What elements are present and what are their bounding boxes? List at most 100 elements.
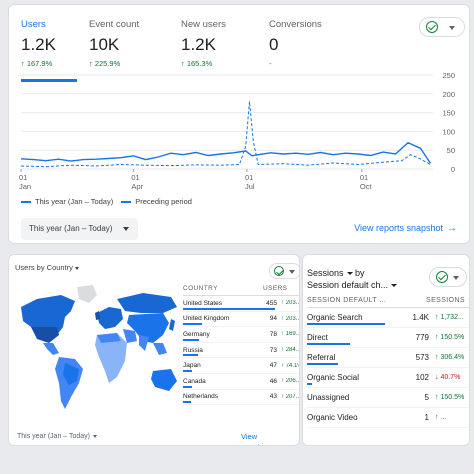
metric-delta: ↑ 225.9% bbox=[89, 59, 121, 68]
country-row[interactable]: United Kingdom 94 ↑ 203... bbox=[183, 312, 299, 328]
world-map[interactable] bbox=[13, 277, 181, 425]
y-tick-label: 100 bbox=[442, 127, 455, 136]
channel-name: Direct bbox=[307, 333, 328, 342]
country-users: 94 bbox=[269, 315, 277, 323]
view-reports-snapshot-link[interactable]: View reports snapshot → bbox=[354, 223, 457, 234]
country-users: 78 bbox=[269, 330, 277, 338]
metric-tab-new-users[interactable]: New users 1.2K ↑ 165.3% bbox=[181, 19, 261, 68]
x-tick-day: 01 bbox=[19, 173, 27, 182]
country-name: United Kingdom bbox=[183, 315, 230, 323]
channel-delta: ↑ 150.5% bbox=[435, 394, 465, 401]
x-tick-month: Oct bbox=[360, 182, 373, 191]
chevron-down-icon bbox=[93, 434, 98, 438]
country-share-bar bbox=[183, 385, 193, 388]
country-row[interactable]: Canada 46 ↑ 206... bbox=[183, 374, 299, 390]
country-delta: ↑ 203... bbox=[281, 300, 299, 307]
channel-delta: ↑ 150.5% bbox=[435, 334, 465, 341]
session-row[interactable]: Organic Social 102 ↓ 40.7% bbox=[307, 368, 469, 388]
session-row[interactable]: Direct 779 ↑ 150.5% bbox=[307, 328, 469, 348]
country-delta: ↑ 203... bbox=[281, 315, 299, 322]
channel-sessions: 5 bbox=[424, 393, 429, 402]
channel-sessions: 1 bbox=[424, 413, 429, 422]
metric-delta: ↑ 167.9% bbox=[21, 59, 53, 68]
country-row[interactable]: Germany 78 ↑ 169... bbox=[183, 327, 299, 343]
country-column-header[interactable]: COUNTRY bbox=[183, 285, 218, 292]
map-region-uk bbox=[95, 311, 100, 320]
country-row[interactable]: Japan 47 ↑ 74.1% bbox=[183, 358, 299, 374]
channel-share-bar bbox=[307, 383, 313, 385]
country-share-bar bbox=[183, 369, 193, 372]
metric-tab-users[interactable]: Users 1.2K ↑ 167.9% bbox=[21, 19, 101, 82]
session-row[interactable]: Unassigned 5 ↑ 150.5% bbox=[307, 388, 469, 408]
metric-value: 1.2K bbox=[21, 35, 56, 54]
metric-value: 0 bbox=[269, 35, 279, 54]
country-row[interactable]: Netherlands 43 ↑ 207... bbox=[183, 390, 299, 406]
country-users: 43 bbox=[269, 393, 277, 401]
map-region-australia bbox=[151, 369, 177, 391]
map-region-usa bbox=[31, 327, 59, 343]
status-menu-button[interactable] bbox=[419, 17, 465, 37]
country-delta: ↑ 207... bbox=[281, 393, 299, 400]
map-region-africa bbox=[95, 333, 127, 383]
map-region-india bbox=[139, 335, 149, 351]
country-share-bar bbox=[183, 338, 199, 341]
metric-value: 10K bbox=[89, 35, 120, 54]
map-region-greenland bbox=[77, 285, 97, 303]
country-delta: ↑ 169... bbox=[281, 331, 299, 338]
sessions-by-channel-card: Sessions by Session default ch... SESSIO… bbox=[302, 254, 470, 446]
metric-delta: ↑ 165.3% bbox=[181, 59, 213, 68]
country-row[interactable]: United States 455 ↑ 203... bbox=[183, 296, 299, 312]
channel-name: Unassigned bbox=[307, 393, 350, 402]
country-status-menu-button[interactable] bbox=[269, 263, 299, 279]
users-column-header[interactable]: USERS bbox=[263, 285, 288, 292]
session-row[interactable]: Organic Video 1 ↑ ... bbox=[307, 408, 469, 428]
view-countries-link[interactable]: View countries → bbox=[241, 432, 299, 445]
country-share-bar bbox=[183, 401, 192, 404]
legend-swatch-previous bbox=[121, 200, 132, 203]
country-name: Netherlands bbox=[183, 393, 219, 401]
metric-label: Conversions bbox=[269, 19, 322, 30]
overview-card: Users 1.2K ↑ 167.9% Event count 10K ↑ 225.9% N… bbox=[8, 4, 470, 244]
map-region-europe bbox=[97, 307, 123, 329]
channel-delta: ↑ 306.4% bbox=[435, 354, 465, 361]
y-tick-label: 200 bbox=[442, 90, 455, 99]
date-range-button[interactable]: This year (Jan – Today) bbox=[21, 218, 139, 240]
country-card-title-label: Users by Country bbox=[15, 263, 73, 272]
channel-delta: ↓ 40.7% bbox=[435, 374, 461, 381]
map-region-north-africa bbox=[97, 333, 121, 343]
channel-share-bar bbox=[307, 323, 385, 325]
metric-tab-event-count[interactable]: Event count 10K ↑ 225.9% bbox=[89, 19, 169, 68]
country-date-range-button[interactable]: This year (Jan – Today) bbox=[17, 433, 98, 440]
x-tick-month: Apr bbox=[131, 182, 143, 191]
sessions-status-menu-button[interactable] bbox=[429, 267, 467, 287]
session-row[interactable]: Referral 573 ↑ 306.4% bbox=[307, 348, 469, 368]
metric-tab-conversions[interactable]: Conversions 0 - bbox=[269, 19, 349, 68]
sessions-card-title[interactable]: Sessions by Session default ch... bbox=[307, 267, 417, 291]
country-card-title[interactable]: Users by Country bbox=[15, 263, 79, 272]
sessions-title-dimension: Session default ch... bbox=[307, 280, 389, 290]
country-delta: ↑ 284... bbox=[281, 347, 299, 354]
chevron-down-icon bbox=[123, 227, 130, 231]
country-users: 455 bbox=[266, 299, 277, 307]
session-row[interactable]: Organic Search 1.4K ↑ 1,732... bbox=[307, 308, 469, 328]
channel-column-header[interactable]: SESSION DEFAULT ... bbox=[307, 297, 387, 304]
metric-label: New users bbox=[181, 19, 226, 30]
legend-previous-label: Preceding period bbox=[135, 197, 192, 206]
active-tab-indicator bbox=[21, 79, 77, 82]
sessions-table: SESSION DEFAULT ... SESSIONS Organic Sea… bbox=[307, 297, 469, 428]
sessions-column-header[interactable]: SESSIONS bbox=[426, 297, 465, 304]
users-by-country-card: Users by Country COUNTRY US bbox=[8, 254, 300, 446]
chart-legend: This year (Jan – Today) Preceding period bbox=[21, 197, 192, 206]
country-users: 46 bbox=[269, 377, 277, 385]
chevron-down-icon bbox=[453, 276, 459, 280]
date-range-label: This year (Jan – Today) bbox=[29, 224, 113, 233]
check-circle-icon bbox=[274, 266, 284, 276]
country-users: 47 bbox=[269, 362, 277, 370]
map-region-southeast-asia bbox=[153, 343, 167, 355]
country-share-bar bbox=[183, 354, 198, 357]
channel-sessions: 102 bbox=[415, 373, 429, 382]
view-reports-snapshot-label: View reports snapshot bbox=[354, 223, 443, 233]
country-share-bar bbox=[183, 307, 275, 310]
x-tick-day: 01 bbox=[245, 173, 253, 182]
country-row[interactable]: Russia 73 ↑ 284... bbox=[183, 343, 299, 359]
